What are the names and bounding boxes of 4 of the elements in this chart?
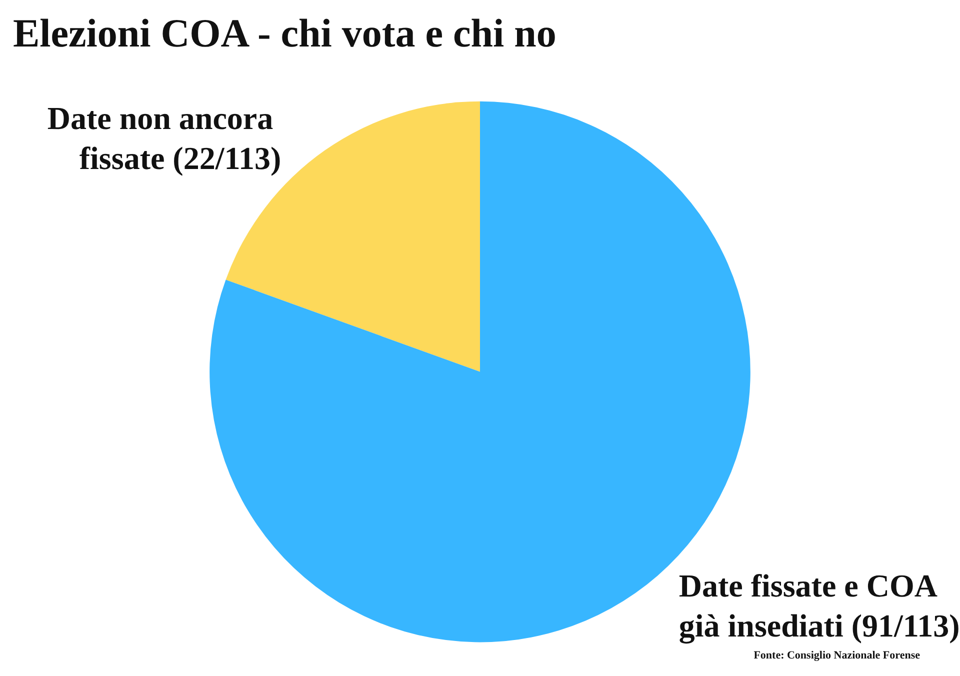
slice-label: Date non ancora fissate (22/113) <box>47 100 282 176</box>
source-note: Fonte: Consiglio Nazionale Forense <box>754 650 920 662</box>
slice-label: Date fissate e COA già insediati (91/113) <box>678 567 960 644</box>
chart-title: Elezioni COA - chi vota e chi no <box>13 10 556 56</box>
